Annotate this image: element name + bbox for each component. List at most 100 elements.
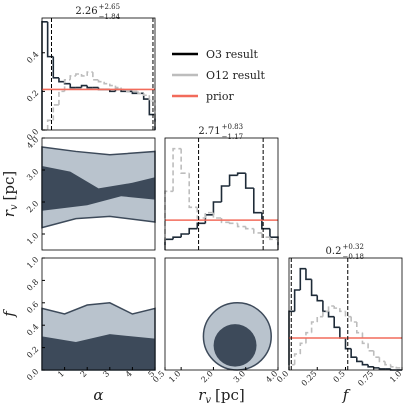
histogram-step xyxy=(261,232,270,238)
x-tick-label: 0.75 xyxy=(356,369,375,388)
histogram-step xyxy=(236,223,246,228)
histogram-step xyxy=(58,77,65,83)
histogram-step xyxy=(142,93,150,97)
title-lower: −1.84 xyxy=(99,13,121,21)
histogram-step xyxy=(228,222,238,225)
label-sub: v xyxy=(205,395,211,406)
histogram-step xyxy=(350,348,357,358)
histogram-step xyxy=(244,173,254,189)
y-tick-label: 1.0 xyxy=(25,255,40,270)
histogram-step xyxy=(305,268,312,281)
histogram-step xyxy=(204,211,214,218)
histogram-step xyxy=(188,173,198,209)
histogram-step xyxy=(86,85,93,89)
x-tick-label: 0.25 xyxy=(300,369,319,388)
y-axis-label: rv [pc] xyxy=(0,171,20,218)
histogram-step xyxy=(356,322,363,334)
histogram-step xyxy=(52,56,59,79)
histogram-step xyxy=(236,172,246,176)
histogram-step xyxy=(114,85,122,89)
histogram-step xyxy=(41,21,48,130)
histogram-step xyxy=(137,91,144,95)
histogram-step xyxy=(356,357,363,363)
y-tick-label: 0.0 xyxy=(25,367,40,382)
contour-inner xyxy=(213,324,257,367)
histogram-step xyxy=(63,81,71,85)
histogram-step xyxy=(244,226,254,230)
histogram-step xyxy=(148,99,156,130)
histogram-step xyxy=(196,222,206,229)
y-tick-label: 0.8 xyxy=(25,277,40,292)
panel-title: 2.71 xyxy=(198,126,220,137)
histogram-step xyxy=(196,207,206,219)
y-tick-label: 1.0 xyxy=(25,231,40,246)
histogram-step xyxy=(288,363,295,370)
histogram-step xyxy=(228,174,238,186)
label-sub: v xyxy=(9,204,20,210)
x-axis-label: α xyxy=(93,386,103,404)
label-unit: [pc] xyxy=(215,386,245,404)
x-tick-label: 0.0 xyxy=(275,369,290,384)
histogram-step xyxy=(252,188,262,214)
histogram-step xyxy=(322,310,329,317)
histogram-step xyxy=(97,79,105,83)
x-tick-label: 5 xyxy=(146,369,156,379)
panel-title: 2.26 xyxy=(75,6,97,17)
histogram-step xyxy=(92,72,99,81)
histogram-step xyxy=(344,311,352,318)
x-axis-label: rv [pc] xyxy=(198,386,245,406)
histogram-step xyxy=(63,78,71,92)
x-tick-label: 0.5 xyxy=(151,369,166,384)
histogram-step xyxy=(395,366,403,370)
x-tick-label: 4 xyxy=(124,369,134,379)
histogram-step xyxy=(299,267,306,290)
histogram-step xyxy=(172,147,182,192)
histogram-step xyxy=(261,212,270,230)
y-tick-label: 3.0 xyxy=(25,167,40,182)
histogram-step xyxy=(103,81,110,85)
histogram-step xyxy=(372,366,380,369)
histogram-step xyxy=(180,148,190,174)
y-tick-label: 0.4 xyxy=(25,50,40,65)
histogram-step xyxy=(288,310,295,370)
panel-frame xyxy=(41,17,156,131)
histogram-step xyxy=(293,353,301,365)
histogram-step xyxy=(252,228,262,234)
histogram-step xyxy=(293,289,301,312)
label-unit: [pc] xyxy=(0,171,18,201)
panel-frame xyxy=(41,257,156,371)
x-tick-label: 1.0 xyxy=(388,369,403,384)
y-tick-label: 0.2 xyxy=(25,88,40,103)
histogram-step xyxy=(80,74,88,77)
panel-title: 0.2 xyxy=(326,246,342,257)
panel xyxy=(164,137,279,251)
panel xyxy=(41,257,156,371)
panel-frame xyxy=(164,137,279,251)
histogram-step xyxy=(148,95,156,130)
histogram-step xyxy=(333,306,340,309)
histogram-step xyxy=(212,212,222,219)
y-tick-label: 0.2 xyxy=(25,345,40,360)
panel xyxy=(288,257,403,371)
histogram-step xyxy=(310,279,318,297)
x-tick-label: 1.0 xyxy=(167,369,182,384)
histogram-step xyxy=(305,331,312,344)
histogram-step xyxy=(212,201,222,215)
histogram-step xyxy=(316,315,323,322)
contour-inner xyxy=(42,166,155,211)
panel-frame xyxy=(164,257,279,371)
histogram-step xyxy=(350,316,357,323)
title-upper: +0.32 xyxy=(342,243,363,251)
histogram-step xyxy=(180,233,190,238)
y-tick-label: 0.6 xyxy=(25,300,40,315)
x-tick-label: 1 xyxy=(56,369,66,379)
histogram-step xyxy=(339,308,346,313)
title-lower: −1.17 xyxy=(222,133,243,141)
histogram-step xyxy=(46,21,54,58)
y-tick-label: 0.4 xyxy=(25,322,40,337)
histogram-step xyxy=(142,93,150,100)
panel xyxy=(41,137,156,251)
histogram-step xyxy=(327,305,335,312)
title-upper: +2.65 xyxy=(99,3,120,11)
